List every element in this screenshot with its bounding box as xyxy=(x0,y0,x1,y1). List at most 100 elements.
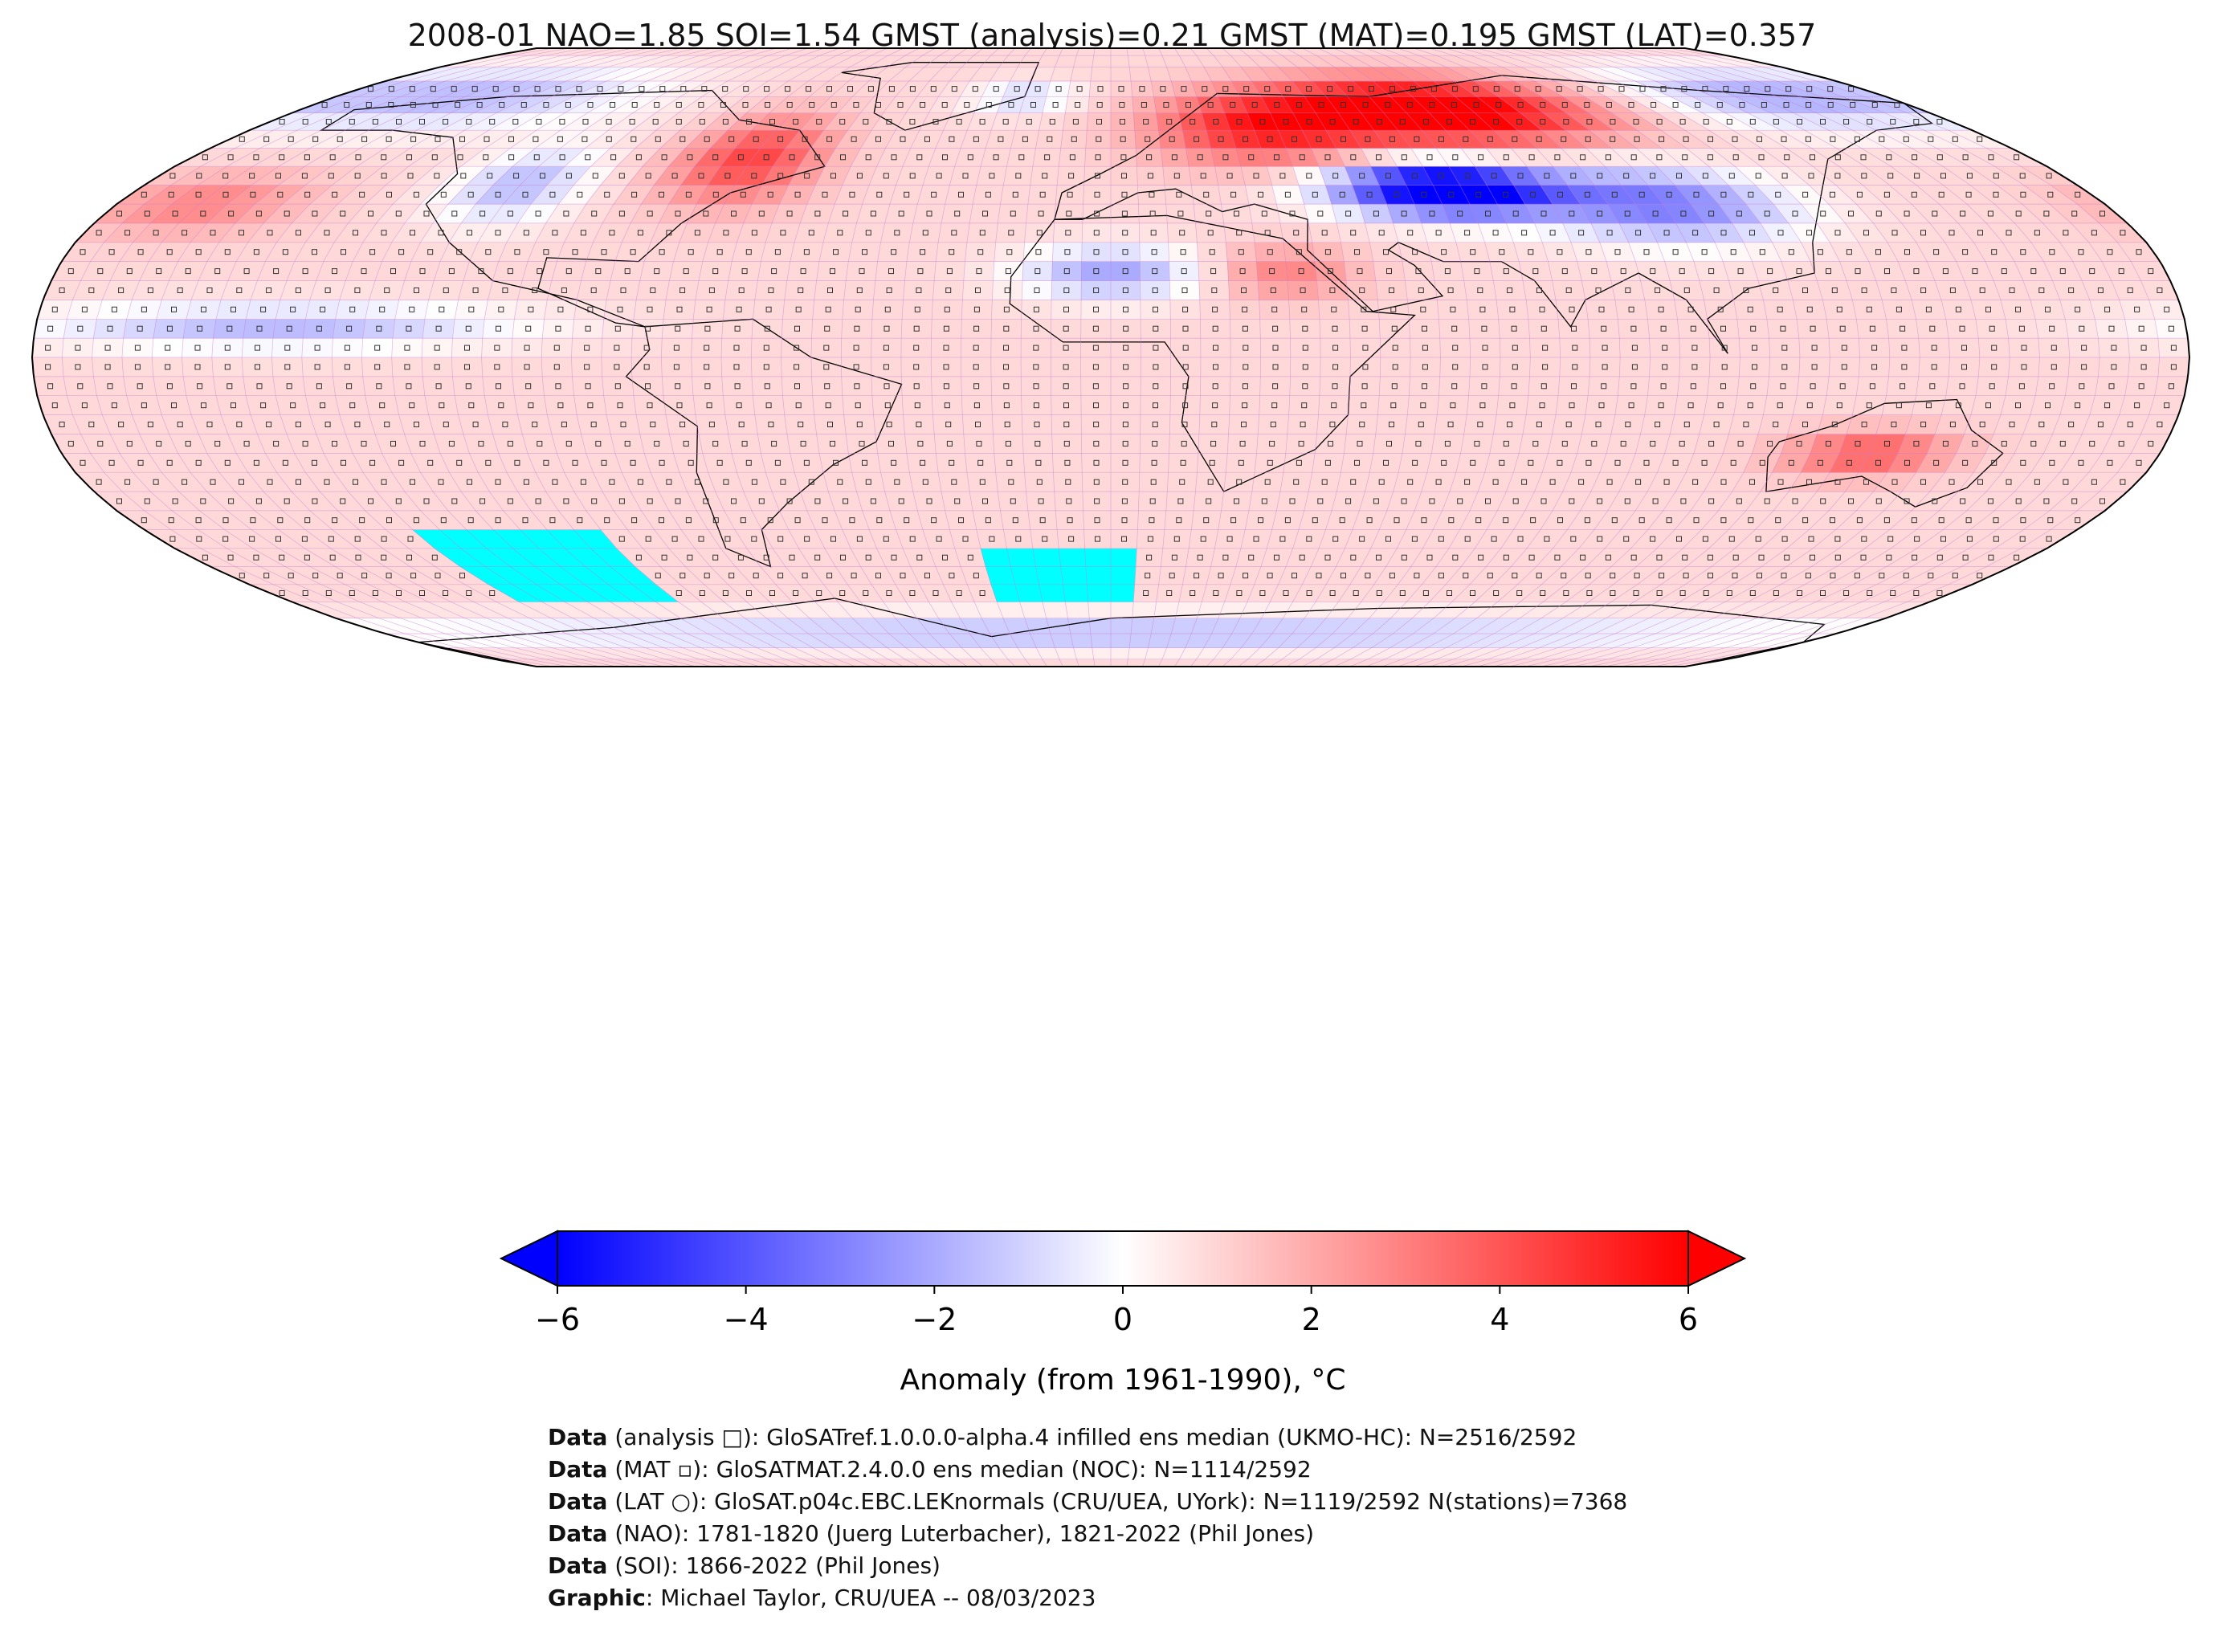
grid-cell xyxy=(781,318,814,339)
grid-cell xyxy=(1088,80,1112,97)
grid-cell xyxy=(965,453,997,473)
grid-cell xyxy=(994,453,1025,473)
grid-cell xyxy=(1398,453,1432,473)
grid-cell xyxy=(941,203,973,224)
grid-cell xyxy=(1484,242,1520,262)
grid-cell xyxy=(1228,414,1260,434)
grid-cell xyxy=(1026,491,1056,512)
grid-cell xyxy=(1552,414,1586,434)
grid-cell xyxy=(488,414,523,434)
grid-cell xyxy=(871,318,903,339)
grid-cell xyxy=(814,280,847,300)
grid-cell xyxy=(1587,318,1620,339)
grid-cell xyxy=(272,318,306,339)
grid-cell xyxy=(1408,318,1441,339)
grid-cell xyxy=(930,337,962,358)
grid-cell xyxy=(1975,318,2009,339)
grid-cell xyxy=(213,376,247,397)
grid-cell xyxy=(1555,395,1589,415)
grid-cell xyxy=(394,300,429,320)
grid-cell xyxy=(573,395,607,415)
grid-cell xyxy=(1975,376,2009,397)
grid-cell xyxy=(1555,300,1589,320)
grid-cell xyxy=(931,318,962,339)
grid-cell xyxy=(1439,337,1471,358)
grid-cell xyxy=(851,222,886,243)
grid-cell xyxy=(1455,242,1491,262)
grid-cell xyxy=(990,337,1022,358)
grid-cell xyxy=(757,261,791,281)
credit-line-mat: Data (MAT ▫): GloSATMAT.2.4.0.0 ens medi… xyxy=(548,1456,1312,1483)
grid-cell xyxy=(976,529,1007,549)
grid-cell xyxy=(92,337,124,358)
grid-cell xyxy=(2067,337,2100,358)
grid-cell xyxy=(1251,222,1284,243)
grid-cell xyxy=(1051,414,1082,434)
grid-cell xyxy=(121,357,154,377)
grid-cell xyxy=(394,395,429,415)
grid-cell xyxy=(818,242,853,262)
grid-cell xyxy=(631,376,664,397)
grid-cell xyxy=(1067,80,1092,97)
grid-cell xyxy=(1436,395,1469,415)
grid-cell xyxy=(1707,318,1740,339)
grid-cell xyxy=(980,148,1011,167)
grid-cell xyxy=(900,318,932,339)
grid-cell xyxy=(1581,414,1616,434)
grid-cell xyxy=(877,453,910,473)
grid-cell xyxy=(875,434,908,454)
grid-cell xyxy=(961,337,992,358)
grid-cell xyxy=(1193,491,1225,512)
grid-cell xyxy=(1032,148,1062,167)
grid-cell xyxy=(1200,376,1231,397)
grid-cell xyxy=(841,318,873,339)
grid-cell xyxy=(2038,357,2071,377)
grid-cell xyxy=(2124,376,2159,397)
grid-cell xyxy=(1469,337,1501,358)
grid-cell xyxy=(1080,337,1112,358)
grid-cell xyxy=(361,337,394,358)
grid-cell xyxy=(1259,337,1292,358)
grid-cell xyxy=(61,337,94,358)
grid-cell xyxy=(1080,376,1112,397)
grid-cell xyxy=(1225,242,1257,262)
grid-cell xyxy=(1410,337,1441,358)
grid-cell xyxy=(1051,434,1083,454)
grid-cell xyxy=(398,414,435,434)
grid-cell xyxy=(1081,471,1112,492)
grid-cell xyxy=(424,300,459,320)
grid-cell xyxy=(1064,96,1090,113)
grid-cell xyxy=(1970,300,2006,320)
grid-cell xyxy=(335,300,370,320)
grid-cell xyxy=(1110,165,1138,186)
grid-cell xyxy=(1139,261,1170,281)
grid-cell xyxy=(1410,357,1441,377)
grid-cell xyxy=(581,434,616,454)
grid-cell xyxy=(1492,414,1527,434)
grid-cell xyxy=(1664,261,1700,281)
grid-cell xyxy=(1140,300,1171,320)
grid-cell xyxy=(966,222,998,243)
grid-cell xyxy=(2059,300,2095,320)
grid-cell xyxy=(1197,453,1228,473)
grid-cell xyxy=(665,280,700,300)
grid-cell xyxy=(822,471,857,492)
grid-cell xyxy=(1614,395,1648,415)
grid-cell xyxy=(1977,357,2010,377)
grid-cell xyxy=(1529,337,1561,358)
grid-cell xyxy=(1110,318,1141,339)
grid-cell xyxy=(692,300,726,320)
grid-cell xyxy=(182,357,214,377)
grid-cell xyxy=(1199,395,1230,415)
grid-cell xyxy=(1140,376,1171,397)
grid-cell xyxy=(1408,376,1441,397)
grid-cell xyxy=(1434,414,1467,434)
grid-cell xyxy=(153,318,187,339)
grid-cell xyxy=(941,491,973,512)
grid-cell xyxy=(2008,357,2040,377)
grid-cell xyxy=(1002,529,1034,549)
grid-cell xyxy=(873,280,905,300)
grid-cell xyxy=(1699,414,1734,434)
grid-cell xyxy=(272,376,306,397)
grid-cell xyxy=(724,414,758,434)
